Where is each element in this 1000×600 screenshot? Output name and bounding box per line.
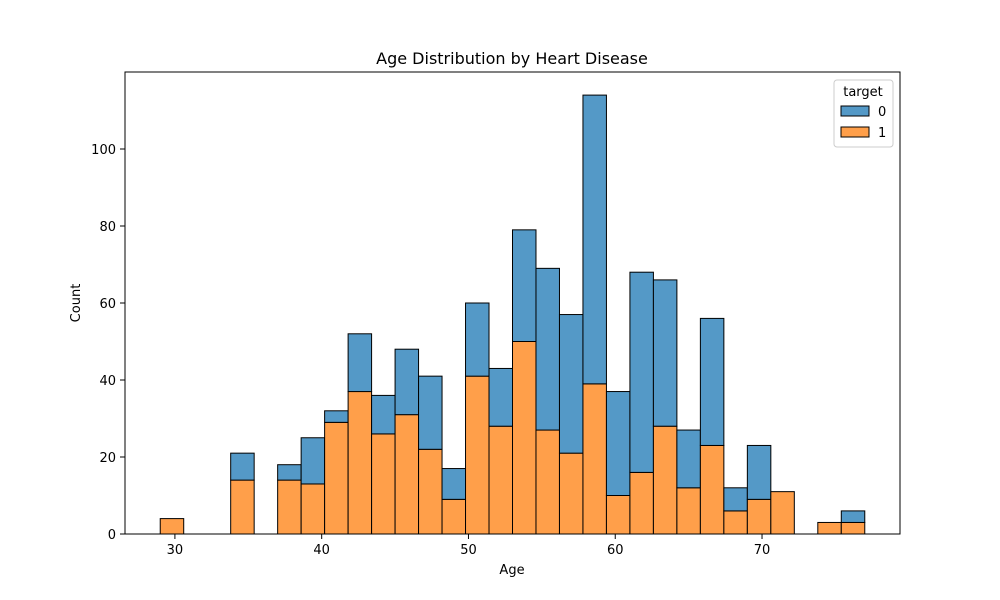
bar-series-0-bin-5 xyxy=(277,464,302,481)
bar-series-1-bin-10 xyxy=(394,414,420,535)
bar-series-1-bin-14 xyxy=(488,425,513,535)
y-tick-label: 20 xyxy=(99,451,116,466)
bar-series-1-bin-18 xyxy=(582,383,607,535)
bar-series-1-bin-3 xyxy=(230,479,255,535)
legend-label-series-1: 1 xyxy=(878,126,886,141)
chart-title: Age Distribution by Heart Disease xyxy=(376,49,648,68)
bar-series-1-bin-20 xyxy=(629,471,654,535)
bar-series-1-bin-7 xyxy=(324,421,349,535)
legend: target 0 1 xyxy=(833,79,894,148)
bar-series-0-bin-19 xyxy=(605,391,631,496)
bar-series-0-bin-7 xyxy=(324,410,349,423)
x-tick-label: 50 xyxy=(460,543,477,558)
bar-series-1-bin-29 xyxy=(840,521,866,535)
bar-series-1-bin-8 xyxy=(347,391,373,535)
bars-layer xyxy=(159,94,866,535)
x-axis-ticks: 30 40 50 60 70 xyxy=(167,534,771,558)
bar-series-0-bin-24 xyxy=(723,487,748,512)
bar-series-1-bin-12 xyxy=(441,498,467,535)
bar-series-0-bin-29 xyxy=(840,510,866,523)
bar-series-0-bin-9 xyxy=(371,394,396,435)
bar-series-1-bin-21 xyxy=(652,425,678,535)
bar-series-1-bin-19 xyxy=(605,495,631,535)
bar-series-1-bin-5 xyxy=(277,479,302,535)
bar-series-1-bin-15 xyxy=(512,341,537,535)
y-tick-label: 60 xyxy=(99,297,116,312)
y-tick-label: 80 xyxy=(99,220,116,235)
bar-series-1-bin-26 xyxy=(770,491,795,535)
x-tick-label: 70 xyxy=(754,543,771,558)
bar-series-0-bin-22 xyxy=(676,429,701,489)
x-tick-label: 60 xyxy=(607,543,624,558)
bar-series-1-bin-6 xyxy=(300,483,326,535)
bar-series-0-bin-13 xyxy=(465,302,490,377)
y-tick-label: 40 xyxy=(99,374,116,389)
bar-series-0-bin-25 xyxy=(746,444,772,500)
x-axis-label: Age xyxy=(499,563,524,578)
bar-series-0-bin-23 xyxy=(699,317,725,446)
bar-series-0-bin-6 xyxy=(300,437,326,485)
bar-series-0-bin-14 xyxy=(488,367,513,427)
bar-series-0-bin-11 xyxy=(418,375,443,450)
bar-series-1-bin-16 xyxy=(535,429,560,535)
bar-series-1-bin-17 xyxy=(558,452,584,535)
bar-series-0-bin-16 xyxy=(535,267,560,431)
bar-series-0-bin-21 xyxy=(652,279,678,427)
bar-series-0-bin-12 xyxy=(441,468,467,500)
bar-series-1-bin-0 xyxy=(159,518,185,535)
bar-series-0-bin-3 xyxy=(230,452,255,481)
bar-series-1-bin-28 xyxy=(817,521,842,535)
bar-series-0-bin-17 xyxy=(558,314,584,454)
bar-series-0-bin-20 xyxy=(629,271,654,473)
y-axis-label: Count xyxy=(69,284,84,323)
legend-swatch-series-0 xyxy=(840,105,870,117)
y-tick-label: 0 xyxy=(108,528,116,543)
bar-series-1-bin-23 xyxy=(699,444,725,535)
x-tick-label: 40 xyxy=(313,543,330,558)
x-tick-label: 30 xyxy=(167,543,184,558)
legend-title: target xyxy=(843,85,883,100)
bar-series-1-bin-22 xyxy=(676,487,701,535)
y-axis-ticks: 0 20 40 60 80 100 xyxy=(91,143,125,543)
bar-series-0-bin-18 xyxy=(582,94,607,385)
bar-series-0-bin-10 xyxy=(394,348,420,416)
bar-series-0-bin-8 xyxy=(347,333,373,393)
y-tick-label: 100 xyxy=(91,143,116,158)
bar-series-1-bin-13 xyxy=(465,375,490,535)
bar-series-1-bin-11 xyxy=(418,448,443,535)
bar-series-1-bin-9 xyxy=(371,433,396,535)
legend-swatch-series-1 xyxy=(840,126,870,138)
bar-series-0-bin-15 xyxy=(512,229,537,343)
legend-label-series-0: 0 xyxy=(878,105,886,120)
bar-series-1-bin-25 xyxy=(746,498,772,535)
bar-series-1-bin-24 xyxy=(723,510,748,535)
